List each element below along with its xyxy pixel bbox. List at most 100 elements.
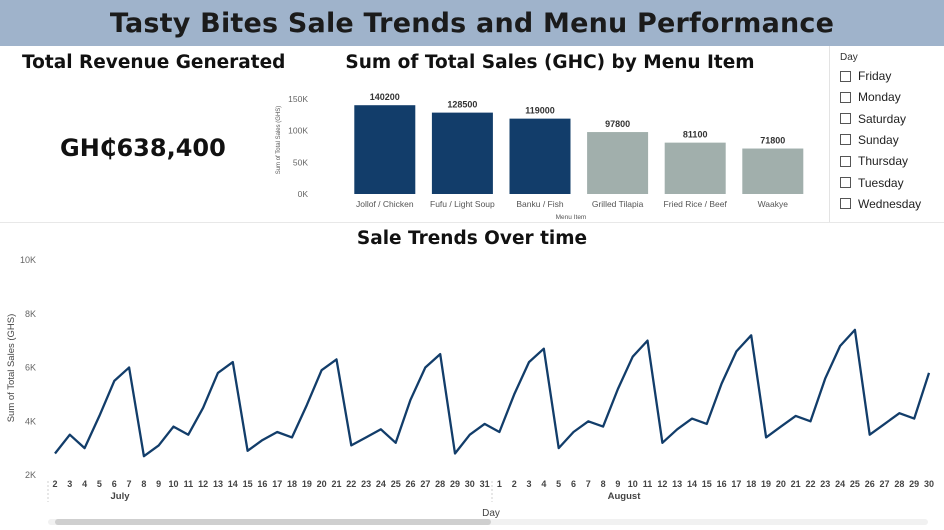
bar-y-tick-label: 150K [288, 94, 308, 104]
line-x-tick-label: 31 [480, 479, 490, 489]
bar-0 [354, 105, 416, 194]
checkbox[interactable] [840, 155, 851, 167]
line-x-tick-label: 3 [67, 479, 72, 489]
bar-category-label: Fried Rice / Beef [664, 199, 728, 209]
line-x-tick-label: 25 [391, 479, 401, 489]
slicer-option-label: Wednesday [858, 196, 922, 211]
line-x-tick-label: 17 [731, 479, 741, 489]
line-x-tick-label: 9 [615, 479, 620, 489]
line-x-tick-label: 21 [331, 479, 341, 489]
line-x-tick-label: 15 [702, 479, 712, 489]
line-x-tick-label: 29 [450, 479, 460, 489]
slicer-option-sunday[interactable]: Sunday [840, 131, 899, 149]
bar-category-label: Jollof / Chicken [356, 199, 414, 209]
bar-data-label: 119000 [525, 106, 555, 116]
bar-2 [509, 118, 571, 194]
line-x-tick-label: 10 [169, 479, 179, 489]
slicer-option-tuesday[interactable]: Tuesday [840, 174, 904, 192]
line-x-tick-label: 6 [571, 479, 576, 489]
slicer-option-label: Saturday [858, 111, 907, 126]
line-y-tick-label: 8K [25, 309, 36, 319]
line-x-tick-label: 20 [776, 479, 786, 489]
line-x-tick-label: 16 [717, 479, 727, 489]
line-x-tick-label: 26 [406, 479, 416, 489]
line-x-tick-label: 3 [527, 479, 532, 489]
slicer-option-label: Tuesday [858, 175, 904, 190]
checkbox[interactable] [840, 70, 851, 82]
line-x-tick-label: 30 [924, 479, 934, 489]
line-x-tick-label: 2 [512, 479, 517, 489]
checkbox[interactable] [840, 113, 851, 125]
scrollbar-thumb[interactable] [55, 519, 491, 525]
bar-category-label: Fufu / Light Soup [430, 199, 495, 209]
line-x-tick-label: 17 [272, 479, 282, 489]
checkbox[interactable] [840, 198, 851, 210]
slicer-option-friday[interactable]: Friday [840, 67, 891, 85]
line-x-tick-label: 16 [257, 479, 267, 489]
line-y-tick-label: 10K [20, 255, 36, 265]
line-x-tick-label: 21 [791, 479, 801, 489]
line-y-axis-label: Sum of Total Sales (GHS) [6, 314, 17, 423]
line-x-tick-label: 25 [850, 479, 860, 489]
line-x-tick-label: 7 [586, 479, 591, 489]
checkbox[interactable] [840, 134, 851, 146]
line-x-tick-label: 22 [346, 479, 356, 489]
line-x-tick-label: 7 [127, 479, 132, 489]
bar-chart-title: Sum of Total Sales (GHC) by Menu Item [345, 52, 755, 73]
line-x-tick-label: 13 [672, 479, 682, 489]
slicer-option-label: Thursday [858, 154, 909, 169]
line-x-tick-label: 4 [82, 479, 87, 489]
slicer-option-monday[interactable]: Monday [840, 88, 901, 106]
bar-data-label: 81100 [683, 130, 708, 140]
line-x-tick-label: 6 [112, 479, 117, 489]
bar-1 [431, 112, 493, 194]
section-divider [0, 222, 944, 223]
line-x-tick-label: 18 [746, 479, 756, 489]
line-x-tick-label: 27 [880, 479, 890, 489]
line-x-tick-label: 15 [243, 479, 253, 489]
line-x-tick-label: 24 [835, 479, 845, 489]
kpi-title: Total Revenue Generated [22, 52, 286, 73]
line-x-tick-label: 11 [184, 479, 194, 489]
line-x-tick-label: 14 [228, 479, 238, 489]
line-x-tick-label: 27 [420, 479, 430, 489]
month-label: July [110, 491, 130, 502]
line-x-tick-label: 28 [894, 479, 904, 489]
bar-3 [587, 132, 649, 194]
line-x-tick-label: 1 [497, 479, 502, 489]
checkbox[interactable] [840, 177, 851, 188]
line-x-tick-label: 23 [361, 479, 371, 489]
slicer-option-label: Sunday [858, 132, 899, 147]
line-x-tick-label: 9 [156, 479, 161, 489]
line-x-tick-label: 20 [317, 479, 327, 489]
line-y-tick-label: 4K [25, 416, 36, 426]
kpi-value: GH₵638,400 [60, 134, 226, 162]
bar-data-label: 71800 [760, 136, 785, 146]
line-x-tick-label: 13 [213, 479, 223, 489]
bar-category-label: Banku / Fish [516, 199, 564, 209]
checkbox[interactable] [840, 91, 851, 103]
slicer-title: Day [840, 52, 858, 63]
line-x-tick-label: 19 [302, 479, 312, 489]
line-x-tick-label: 4 [541, 479, 546, 489]
sales-trend-line [54, 328, 931, 458]
line-x-tick-label: 11 [643, 479, 653, 489]
bar-data-label: 97800 [605, 119, 630, 129]
bar-data-label: 140200 [370, 92, 400, 102]
month-label: August [608, 491, 642, 502]
line-x-tick-label: 8 [601, 479, 606, 489]
slicer-option-thursday[interactable]: Thursday [840, 152, 908, 170]
slicer-option-label: Friday [858, 69, 892, 83]
bar-4 [664, 142, 726, 194]
line-x-axis-label: Day [482, 508, 500, 519]
line-chart-title: Sale Trends Over time [356, 228, 588, 249]
slicer-option-wednesday[interactable]: Wednesday [840, 195, 921, 213]
line-y-tick-label: 2K [25, 470, 36, 480]
bar-data-label: 128500 [447, 100, 477, 110]
line-x-tick-label: 10 [628, 479, 638, 489]
slicer-option-saturday[interactable]: Saturday [840, 110, 906, 128]
line-x-tick-label: 14 [687, 479, 697, 489]
line-x-tick-label: 30 [465, 479, 475, 489]
